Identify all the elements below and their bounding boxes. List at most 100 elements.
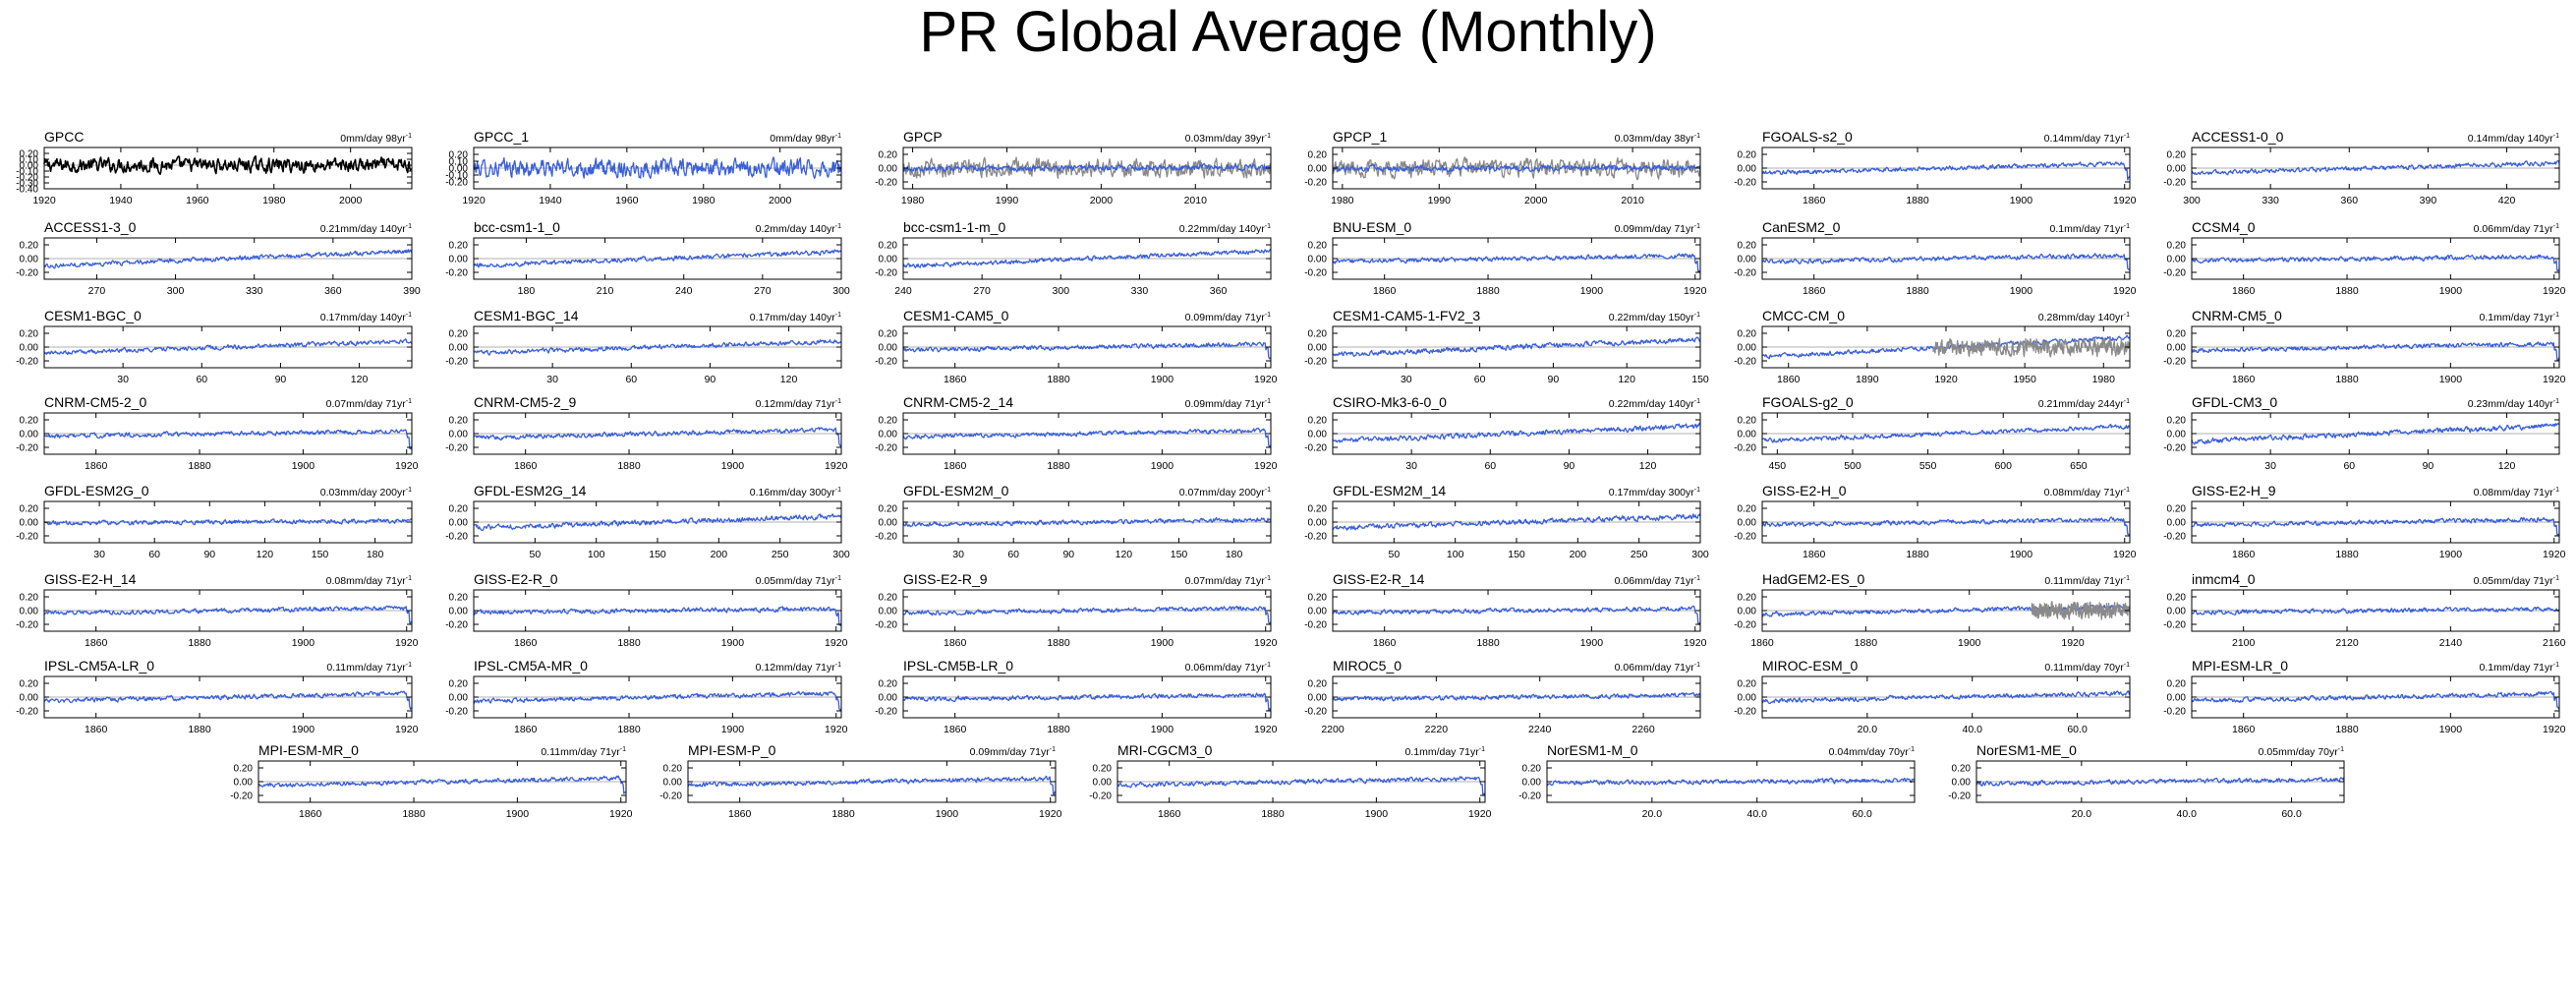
panel: GPCC 0mm/day 98yr-1 0.200.100.00-0.10-0.20… (16, 129, 413, 206)
panel-trend: 0.17mm/day 140yr-1 (320, 312, 412, 323)
y-tick-label: -0.20 (230, 791, 253, 802)
x-tick-label: 150 (649, 549, 666, 560)
panel-trend: 0.08mm/day 71yr-1 (2044, 487, 2130, 498)
y-tick-label: 0.00 (1308, 518, 1328, 529)
x-tick-label: 1900 (1151, 460, 1174, 472)
panel-trend: 0.03mm/day 200yr-1 (320, 487, 412, 498)
x-tick-label: 1880 (1047, 460, 1070, 472)
y-tick-label: 0.00 (2167, 255, 2187, 265)
y-tick-label: -0.20 (445, 707, 468, 718)
series-line (473, 427, 842, 447)
series-line (473, 339, 842, 356)
y-tick-label: -0.20 (16, 268, 38, 279)
x-tick-label: 150 (1171, 549, 1188, 560)
x-tick-label: 550 (1919, 460, 1937, 472)
y-tick-label: 0.20 (879, 329, 898, 340)
x-tick-label: 1860 (2232, 549, 2256, 560)
y-tick-label: 0.00 (20, 255, 39, 265)
series-line (1332, 692, 1701, 702)
y-tick-label: 0.20 (879, 241, 898, 252)
panel-title: NorESM1-ME_0 (1976, 742, 2077, 758)
x-tick-label: 50 (529, 549, 541, 560)
panel-trend: 0.06mm/day 71yr-1 (1615, 662, 1700, 674)
page-title: PR Global Average (Monthly) (919, 0, 1657, 64)
panel-trend: 0.11mm/day 70yr-1 (2044, 662, 2130, 674)
series-line (2031, 601, 2131, 620)
x-tick-label: 270 (754, 285, 772, 297)
panel-trend: 0.1mm/day 71yr-1 (2049, 223, 2130, 235)
series-line (1761, 253, 2131, 270)
series-line (2191, 606, 2560, 615)
series-line (43, 338, 413, 356)
panel-trend: 0.09mm/day 71yr-1 (1615, 223, 1700, 235)
panel-trend: 0.11mm/day 71yr-1 (2044, 575, 2130, 587)
y-tick-label: 0.00 (1308, 255, 1328, 265)
y-tick-label: 0.20 (449, 241, 469, 252)
y-tick-label: 0.00 (879, 430, 898, 440)
y-tick-label: 0.20 (20, 241, 39, 252)
y-tick-label: 0.00 (1308, 693, 1328, 704)
y-tick-label: 0.00 (449, 607, 469, 617)
x-tick-label: 1880 (1906, 549, 1929, 560)
x-tick-label: 90 (203, 549, 215, 560)
y-tick-label: -0.20 (2163, 178, 2186, 189)
panel: IPSL-CM5A-LR_0 0.11mm/day 71yr-1 0.20 0.00 -… (16, 658, 418, 735)
x-tick-label: 20.0 (1642, 808, 1663, 820)
x-tick-label: 1860 (2232, 374, 2256, 385)
x-tick-label: 1920 (395, 724, 419, 735)
series-line (473, 513, 842, 532)
panel-trend: 0.21mm/day 244yr-1 (2038, 398, 2130, 410)
x-tick-label: 1880 (1047, 724, 1070, 735)
x-tick-label: 1880 (2335, 374, 2359, 385)
series-line (1332, 605, 1701, 625)
y-tick-label: 0.20 (449, 329, 469, 340)
panel-title: IPSL-CM5B-LR_0 (903, 658, 1013, 674)
y-tick-label: 0.00 (1308, 343, 1328, 354)
panel: GFDL-CM3_0 0.23mm/day 140yr-1 0.20 0.00 -0.2… (2163, 394, 2560, 472)
y-tick-label: -0.20 (2163, 620, 2186, 631)
y-tick-label: -0.20 (16, 532, 38, 543)
panel: CNRM-CM5-2_14 0.09mm/day 71yr-1 0.20 0.00 -0… (875, 394, 1277, 472)
x-tick-label: 200 (711, 549, 728, 560)
x-tick-label: 1900 (2010, 195, 2033, 206)
x-tick-label: 120 (351, 374, 369, 385)
x-tick-label: 1940 (539, 195, 562, 206)
panel: GPCP_1 0.03mm/day 38yr-1 0.20 0.00 -0.20 1980… (1304, 129, 1701, 206)
series-line (1976, 777, 2345, 787)
y-tick-label: -0.20 (16, 707, 38, 718)
y-tick-label: -0.20 (875, 707, 897, 718)
panel: HadGEM2-ES_0 0.11mm/day 71yr-1 0.20 0.00 -0.… (1734, 571, 2131, 649)
x-tick-label: 1860 (728, 808, 752, 820)
x-tick-label: 1880 (1476, 285, 1500, 297)
y-tick-label: -0.20 (445, 443, 468, 454)
x-tick-label: 300 (1053, 285, 1070, 297)
x-tick-label: 1900 (1151, 374, 1174, 385)
x-tick-label: 300 (832, 549, 850, 560)
panel-title: CNRM-CM5-2_14 (903, 394, 1013, 410)
y-tick-label: 0.00 (1738, 607, 1757, 617)
y-tick-label: -0.20 (875, 532, 897, 543)
x-tick-label: 120 (2498, 460, 2516, 472)
x-tick-label: 1920 (1254, 637, 1278, 649)
panel-trend: 0.23mm/day 140yr-1 (2468, 398, 2559, 410)
x-tick-label: 100 (1447, 549, 1464, 560)
x-tick-label: 1860 (85, 460, 108, 472)
series-line (902, 341, 1272, 360)
panel: GPCC_1 0mm/day 98yr-1 0.200.100.00-0.10-0.… (445, 129, 842, 206)
x-tick-label: 1860 (1158, 808, 1181, 820)
panel-title: GPCC_1 (474, 129, 529, 145)
x-tick-label: 60.0 (1852, 808, 1872, 820)
x-tick-label: 420 (2498, 195, 2516, 206)
series-line (473, 156, 842, 180)
panel: GFDL-ESM2G_0 0.03mm/day 200yr-1 0.20 0.00 -0… (16, 483, 413, 560)
x-tick-label: 2000 (339, 195, 363, 206)
x-tick-label: 300 (2183, 195, 2201, 206)
panel-title: CNRM-CM5-2_0 (44, 394, 146, 410)
x-tick-label: 330 (246, 285, 263, 297)
x-tick-label: 240 (675, 285, 693, 297)
x-tick-label: 1880 (1906, 195, 1929, 206)
y-tick-label: 0.20 (1522, 764, 1542, 775)
y-tick-label: 0.00 (879, 518, 898, 529)
panel: GFDL-ESM2M_14 0.17mm/day 300yr-1 0.20 0.00 -… (1304, 483, 1709, 560)
series-line (473, 249, 842, 268)
